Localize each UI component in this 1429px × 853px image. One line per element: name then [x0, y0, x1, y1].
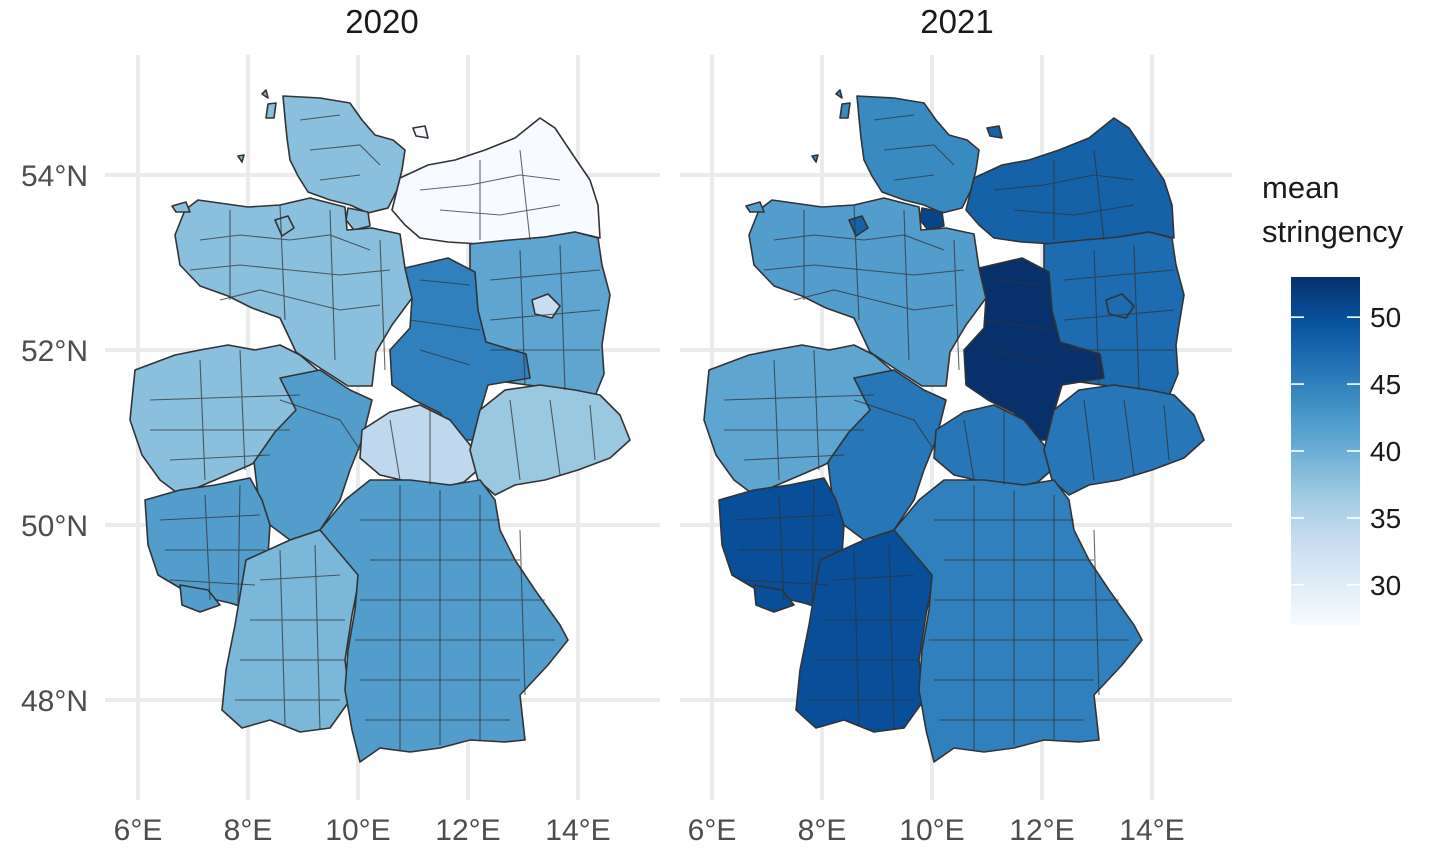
region-hamburg [919, 207, 945, 231]
region-saarland [753, 584, 795, 613]
island-1 [835, 89, 843, 99]
legend-tick-label: 30 [1370, 570, 1401, 601]
region-berlin [531, 293, 561, 319]
island-5 [745, 201, 765, 213]
region-schleswig-holstein [856, 95, 980, 214]
x-tick-label: 14°E [1119, 814, 1184, 847]
region-niedersachsen [748, 197, 987, 387]
x-tick-label: 10°E [325, 814, 390, 847]
region-mecklenburg-vorpommern [965, 117, 1175, 245]
region-schleswig-holstein [282, 95, 406, 214]
x-tick-label: 8°E [224, 814, 273, 847]
region-mecklenburg-vorpommern [391, 117, 601, 245]
legend-title-line1: mean [1262, 170, 1340, 205]
island-4 [986, 125, 1003, 139]
y-tick-label: 48°N [21, 685, 88, 718]
island-5 [171, 201, 191, 213]
x-tick-label: 14°E [545, 814, 610, 847]
lon-axis-2021: 6°E 8°E 10°E 12°E 14°E [688, 814, 1185, 847]
region-hamburg [345, 207, 371, 231]
legend: mean stringency 50 45 40 35 30 [1262, 170, 1404, 625]
region-bayern [893, 479, 1143, 763]
panel-2021: 2021 6°E [680, 3, 1232, 847]
island-3 [237, 154, 245, 163]
region-berlin [1105, 293, 1135, 319]
region-saarland [179, 584, 221, 613]
legend-tick-label: 35 [1370, 503, 1401, 534]
x-tick-label: 12°E [435, 814, 500, 847]
district-lines-2020 [149, 114, 601, 750]
x-tick-label: 6°E [688, 814, 737, 847]
legend-tick-label: 50 [1370, 302, 1401, 333]
panel-2020: 2020 54°N [21, 3, 660, 847]
x-tick-label: 12°E [1009, 814, 1074, 847]
map-2020 [129, 89, 631, 763]
y-tick-label: 54°N [21, 160, 88, 193]
island-4 [412, 125, 429, 139]
legend-tick-label: 45 [1370, 369, 1401, 400]
y-tick-label: 50°N [21, 510, 88, 543]
region-thueringen [933, 404, 1055, 489]
x-tick-label: 10°E [899, 814, 964, 847]
island-2 [265, 102, 277, 119]
lat-axis-2020: 54°N 52°N 50°N 48°N [21, 160, 88, 718]
region-bayern [319, 479, 569, 763]
district-lines-2021 [723, 114, 1175, 750]
x-tick-label: 8°E [798, 814, 847, 847]
map-2021 [703, 89, 1205, 763]
island-2 [839, 102, 851, 119]
island-1 [261, 89, 269, 99]
legend-title-line2: stringency [1262, 214, 1404, 249]
y-tick-label: 52°N [21, 335, 88, 368]
legend-tick-marks [1291, 316, 1360, 586]
island-3 [811, 154, 819, 163]
x-tick-label: 6°E [114, 814, 163, 847]
region-bremen [274, 215, 295, 237]
lon-axis-2020: 6°E 8°E 10°E 12°E 14°E [114, 814, 611, 847]
region-thueringen [359, 404, 481, 489]
legend-tick-label: 40 [1370, 436, 1401, 467]
region-bremen [848, 215, 869, 237]
region-niedersachsen [174, 197, 413, 387]
panel-title-2021: 2021 [920, 3, 993, 40]
panel-title-2020: 2020 [345, 3, 418, 40]
